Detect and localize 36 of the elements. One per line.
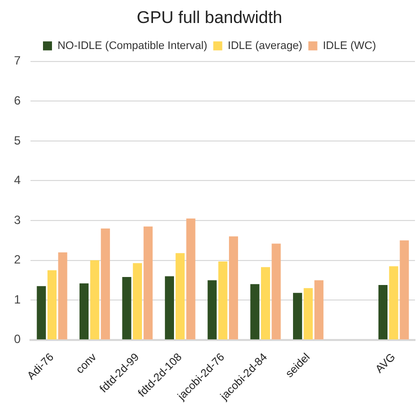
- bar: [218, 261, 228, 340]
- bar: [272, 244, 281, 340]
- legend-label: IDLE (average): [228, 40, 302, 52]
- bar: [186, 218, 196, 340]
- y-tick-label: 1: [14, 292, 21, 306]
- bar: [378, 284, 388, 340]
- bar: [144, 226, 153, 340]
- chart-title: GPU full bandwidth: [136, 8, 282, 27]
- bar: [314, 280, 324, 340]
- bar: [122, 277, 132, 340]
- y-tick-label: 7: [14, 54, 21, 68]
- y-tick-label: 4: [14, 173, 21, 188]
- bar: [100, 228, 110, 340]
- y-tick-label: 2: [14, 252, 21, 267]
- bar: [389, 266, 398, 340]
- bar: [176, 253, 185, 340]
- y-tick-label: 6: [14, 93, 21, 108]
- bar: [304, 288, 313, 340]
- legend-label: IDLE (WC): [322, 40, 376, 52]
- bar: [208, 280, 217, 340]
- y-tick-label: 0: [14, 332, 21, 346]
- bar: [164, 276, 174, 340]
- bar: [132, 263, 142, 340]
- bar: [228, 236, 238, 340]
- bar: [250, 284, 260, 340]
- bar: [36, 286, 46, 340]
- y-tick-label: 5: [14, 133, 21, 148]
- bar: [261, 267, 270, 340]
- bar: [80, 283, 89, 340]
- bar: [90, 260, 100, 340]
- bar: [400, 240, 409, 340]
- legend-label: NO-IDLE (Compatible Interval): [57, 40, 208, 52]
- y-tick-label: 3: [14, 212, 21, 227]
- bar: [47, 270, 57, 340]
- bar: [58, 252, 68, 340]
- bar: [293, 292, 302, 340]
